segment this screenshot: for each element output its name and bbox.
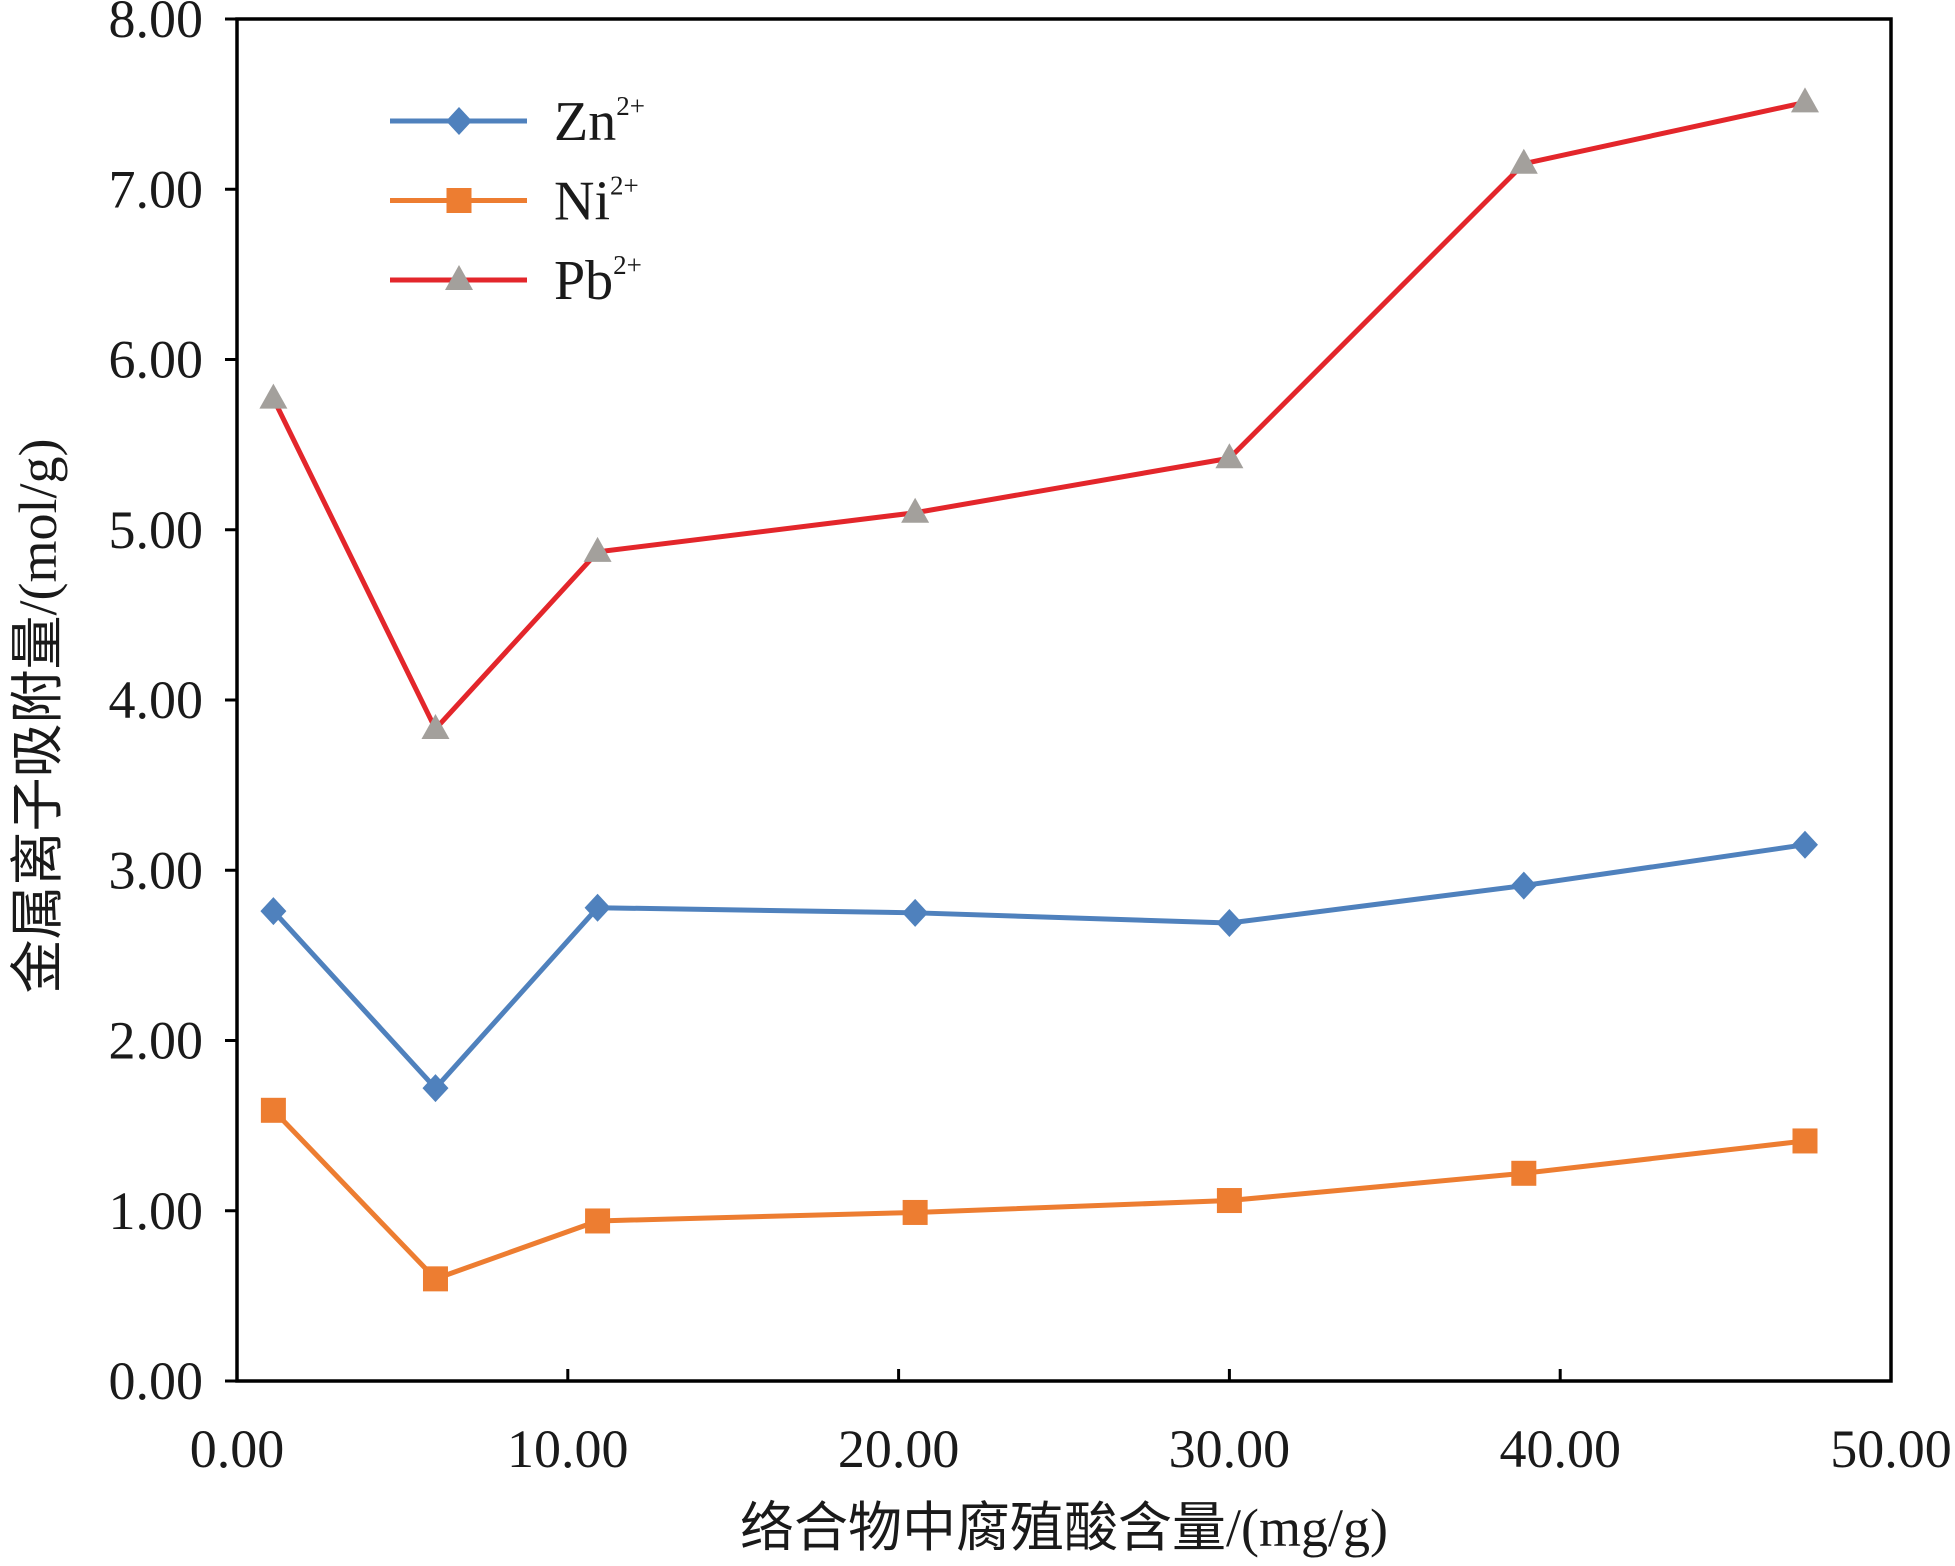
- legend-entry-zn: Zn2+: [390, 91, 645, 153]
- x-tick-label: 40.00: [1499, 1419, 1621, 1479]
- legend-label-charge: 2+: [616, 91, 645, 121]
- data-point-zn: [584, 893, 611, 922]
- series-ni: [260, 1097, 1818, 1292]
- data-point-ni: [585, 1208, 611, 1234]
- data-point-pb: [901, 497, 930, 523]
- legend-label-pb: Pb2+: [554, 250, 642, 312]
- series-pb: [259, 87, 1819, 739]
- data-point-ni: [902, 1199, 928, 1225]
- data-point-pb: [1215, 443, 1244, 469]
- y-tick-label: 2.00: [109, 1011, 204, 1071]
- data-point-ni: [1511, 1160, 1537, 1186]
- y-tick-label: 0.00: [109, 1351, 204, 1411]
- y-axis-title: 金属离子吸附量/(mol/g): [8, 439, 68, 994]
- data-point-zn: [422, 1074, 449, 1103]
- legend-marker-pb: [445, 265, 473, 290]
- legend-entry-pb: Pb2+: [390, 250, 642, 312]
- data-point-pb: [421, 713, 450, 739]
- data-point-zn: [1791, 830, 1818, 859]
- legend-label-element: Pb: [554, 250, 613, 312]
- legend-label-ni: Ni2+: [554, 171, 639, 233]
- plot-area-frame: [235, 17, 1893, 1383]
- legend-label-element: Zn: [554, 91, 616, 153]
- data-point-pb: [259, 383, 288, 409]
- data-point-pb: [1509, 148, 1538, 174]
- x-axis-title: 络合物中腐殖酸含量/(mg/g): [740, 1498, 1388, 1558]
- data-point-zn: [1216, 909, 1243, 938]
- axis-tick-labels: 0.00 1.00 2.00 3.00 4.00 5.00 6.00 7.00 8.00 0.00…: [109, 0, 1952, 1479]
- y-tick-label: 4.00: [109, 670, 204, 730]
- y-tick-label: 3.00: [109, 840, 204, 900]
- series-zn: [260, 830, 1818, 1103]
- data-point-pb: [583, 536, 612, 562]
- y-tick-label: 7.00: [109, 159, 204, 219]
- data-point-pb: [1790, 87, 1819, 113]
- x-tick-label: 0.00: [190, 1419, 285, 1479]
- y-tick-label: 6.00: [109, 330, 204, 390]
- data-point-zn: [902, 898, 929, 927]
- series-line-pb: [271, 99, 1806, 732]
- legend-marker-ni: [446, 188, 472, 213]
- legend-marker-zn: [446, 107, 472, 135]
- legend-label-element: Ni: [554, 171, 610, 233]
- legend-label-charge: 2+: [613, 250, 642, 280]
- x-tick-label: 30.00: [1169, 1419, 1291, 1479]
- x-tick-label: 50.00: [1830, 1419, 1952, 1479]
- x-tick-label: 20.00: [838, 1419, 960, 1479]
- axis-ticks: [225, 17, 1893, 1383]
- data-series: [259, 87, 1819, 1292]
- data-point-ni: [422, 1266, 448, 1292]
- y-tick-label: 1.00: [109, 1181, 204, 1241]
- data-point-ni: [1216, 1188, 1242, 1214]
- data-point-ni: [1792, 1128, 1818, 1154]
- data-point-zn: [260, 897, 287, 926]
- legend-label-zn: Zn2+: [554, 91, 645, 153]
- data-point-zn: [1510, 871, 1537, 900]
- legend: Zn2+Ni2+Pb2+: [390, 91, 645, 312]
- data-point-ni: [260, 1097, 286, 1123]
- series-line-ni: [271, 1108, 1806, 1282]
- series-line-zn: [271, 842, 1806, 1091]
- y-tick-label: 8.00: [109, 0, 204, 49]
- x-tick-label: 10.00: [507, 1419, 629, 1479]
- legend-label-charge: 2+: [610, 171, 639, 201]
- legend-entry-ni: Ni2+: [390, 171, 639, 233]
- y-tick-label: 5.00: [109, 500, 204, 560]
